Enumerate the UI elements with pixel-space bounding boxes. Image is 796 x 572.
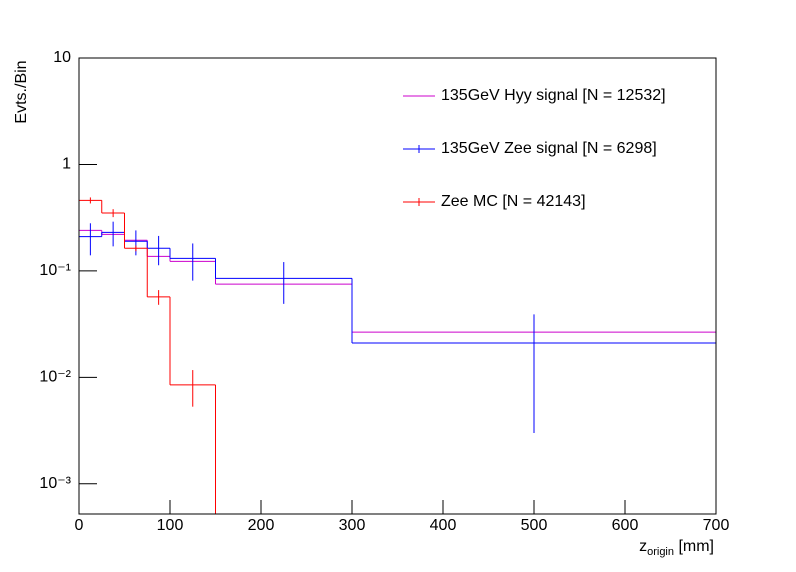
x-axis-label-main: z xyxy=(639,538,647,555)
y-tick-label: 1 xyxy=(62,156,71,173)
x-axis-label: zorigin [mm] xyxy=(639,538,714,558)
x-tick-label: 300 xyxy=(339,517,366,534)
plot-frame xyxy=(78,57,717,515)
x-axis-label-sub: origin xyxy=(647,546,674,558)
legend-label: 135GeV Zee signal [N = 6298] xyxy=(441,140,657,157)
y-tick-label: 10⁻² xyxy=(39,369,71,386)
x-tick-label: 600 xyxy=(612,517,639,534)
x-axis-label-unit: [mm] xyxy=(678,538,714,555)
x-tick-label: 0 xyxy=(75,517,84,534)
y-tick-label: 10⁻¹ xyxy=(39,262,71,279)
legend-label: 135GeV Hyy signal [N = 12532] xyxy=(441,87,666,104)
x-tick-label: 200 xyxy=(248,517,275,534)
legend-label: Zee MC [N = 42143] xyxy=(441,193,586,210)
y-tick-label: 10 xyxy=(53,49,71,66)
x-tick-label: 500 xyxy=(521,517,548,534)
x-tick-label: 100 xyxy=(157,517,184,534)
x-tick-label: 400 xyxy=(430,517,457,534)
y-tick-label: 10⁻³ xyxy=(39,475,71,492)
y-axis-label: Evts./Bin xyxy=(13,60,30,123)
x-tick-label: 700 xyxy=(703,517,730,534)
